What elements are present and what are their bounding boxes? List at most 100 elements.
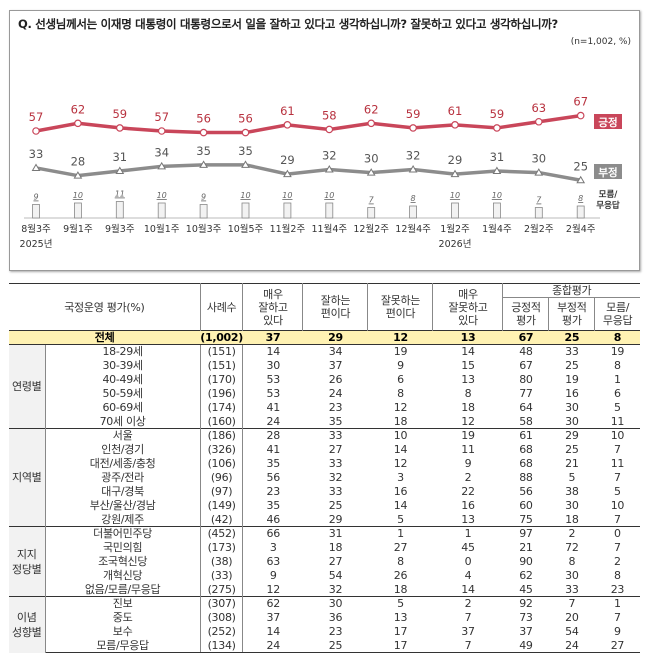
row-value: 53 — [266, 387, 281, 400]
header-n: 사례수 — [200, 283, 244, 331]
dk-bar-label: 7 — [536, 196, 542, 205]
row-value: 5 — [397, 512, 404, 526]
dk-bar — [199, 204, 208, 219]
row-label: 보수 — [45, 624, 201, 639]
row-value: 3 — [397, 471, 404, 484]
row-n: (196) — [200, 386, 244, 401]
row-n: (252) — [200, 624, 244, 639]
row-value: 12 — [461, 414, 475, 428]
row-value: 16 — [461, 499, 475, 512]
row-value: 46 — [266, 512, 281, 526]
table-row: 국민의힘 (173) 3 18 27 45 21 72 7 — [9, 540, 640, 555]
negative-point — [241, 160, 250, 168]
row-label: 모름/무응답 — [45, 638, 201, 653]
x-tick-label: 8월3주 — [21, 223, 51, 235]
row-label: 대구/경북 — [45, 484, 201, 499]
total-value: 8 — [594, 330, 640, 345]
row-value: 10 — [367, 428, 433, 443]
row-value: 54 — [328, 569, 343, 582]
row-n: (170) — [200, 372, 244, 387]
positive-label: 61 — [448, 104, 463, 118]
row-n: (151) — [200, 358, 244, 373]
row-value: 19 — [610, 345, 625, 359]
row-value: 26 — [393, 569, 408, 582]
table-row: 개혁신당 (33) 9 54 26 4 62 30 8 — [9, 568, 640, 583]
row-value: 75 — [519, 512, 533, 526]
row-value: 33 — [328, 457, 343, 470]
total-value: 13 — [432, 330, 503, 345]
x-tick-label: 12월4주 — [395, 223, 431, 235]
row-value: 80 — [519, 373, 533, 386]
negative-label: 35 — [238, 144, 253, 158]
row-value: 4 — [464, 569, 472, 582]
table-row: 30-39세 (151) 30 37 9 15 67 25 8 — [9, 358, 640, 373]
negative-point — [157, 161, 167, 170]
row-value: 19 — [393, 345, 408, 359]
legend-dk: 모름/ — [599, 189, 619, 200]
row-label: 60-69세 — [45, 400, 201, 415]
row-label: 부산/울산/경남 — [45, 498, 201, 513]
row-value: 6 — [614, 387, 621, 400]
positive-point — [283, 121, 292, 129]
total-value: 12 — [367, 330, 433, 345]
positive-label: 67 — [573, 95, 588, 109]
row-n: (307) — [200, 596, 244, 611]
row-value: 9 — [464, 457, 472, 470]
row-value: 19 — [565, 373, 579, 386]
positive-point — [199, 128, 208, 137]
legend-dk-2: 무응답 — [596, 200, 620, 211]
row-value: 12 — [393, 401, 408, 414]
table-row: 50-59세 (196) 53 24 8 8 77 16 6 — [9, 386, 640, 401]
dk-bar-label: 9 — [201, 193, 206, 202]
row-value: 18 — [393, 414, 408, 428]
row-label: 진보 — [45, 596, 201, 611]
row-value: 8 — [568, 555, 576, 568]
row-value: 11 — [610, 414, 625, 428]
dk-bar — [32, 204, 40, 219]
total-value: 67 — [502, 330, 549, 345]
row-value: 33 — [565, 582, 579, 596]
negative-label: 31 — [112, 150, 127, 164]
row-label: 인천/경기 — [45, 442, 201, 457]
row-value: 33 — [302, 428, 368, 443]
x-tick-label: 10월5주 — [228, 223, 264, 235]
dk-bar-label: 7 — [369, 196, 375, 205]
row-value: 9 — [397, 359, 404, 372]
row-value: 1 — [367, 526, 433, 541]
row-value: 12 — [266, 582, 281, 596]
negative-point — [115, 166, 125, 175]
row-value: 10 — [594, 428, 640, 443]
dk-bar — [367, 207, 376, 219]
row-value: 8 — [464, 387, 472, 400]
negative-point — [534, 168, 544, 176]
dk-bar — [74, 202, 82, 219]
row-label: 30-39세 — [45, 358, 201, 373]
negative-label: 32 — [322, 149, 337, 163]
row-value: 33 — [565, 345, 579, 359]
row-n: (151) — [200, 344, 244, 359]
row-value: 6 — [397, 373, 404, 386]
row-n: (275) — [200, 582, 244, 597]
row-value: 30 — [565, 569, 579, 582]
row-value: 30 — [565, 414, 579, 428]
table-row: 모름/무응답 (134) 24 25 17 7 49 24 27 — [9, 638, 640, 653]
positive-label: 57 — [154, 110, 169, 124]
chart-panel: Q. 선생님께서는 이재명 대통령이 대통령으로서 일을 잘하고 있다고 생각하… — [9, 10, 640, 271]
positive-point — [157, 127, 166, 135]
negative-label: 30 — [531, 152, 546, 166]
row-n: (96) — [200, 470, 244, 485]
positive-point — [534, 117, 543, 126]
positive-label: 61 — [280, 104, 295, 118]
x-tick-label: 11월4주 — [311, 223, 347, 235]
row-value: 24 — [548, 638, 595, 653]
total-value: 25 — [548, 330, 595, 345]
row-value: 2 — [464, 471, 472, 484]
dk-bar-label: 10 — [282, 191, 292, 200]
row-value: 14 — [461, 345, 475, 359]
row-value: 23 — [328, 401, 343, 414]
row-value: 5 — [614, 401, 621, 414]
legend-negative-box — [594, 164, 622, 179]
row-value: 12 — [393, 457, 408, 470]
row-value: 28 — [242, 428, 303, 443]
row-value: 45 — [461, 541, 475, 554]
